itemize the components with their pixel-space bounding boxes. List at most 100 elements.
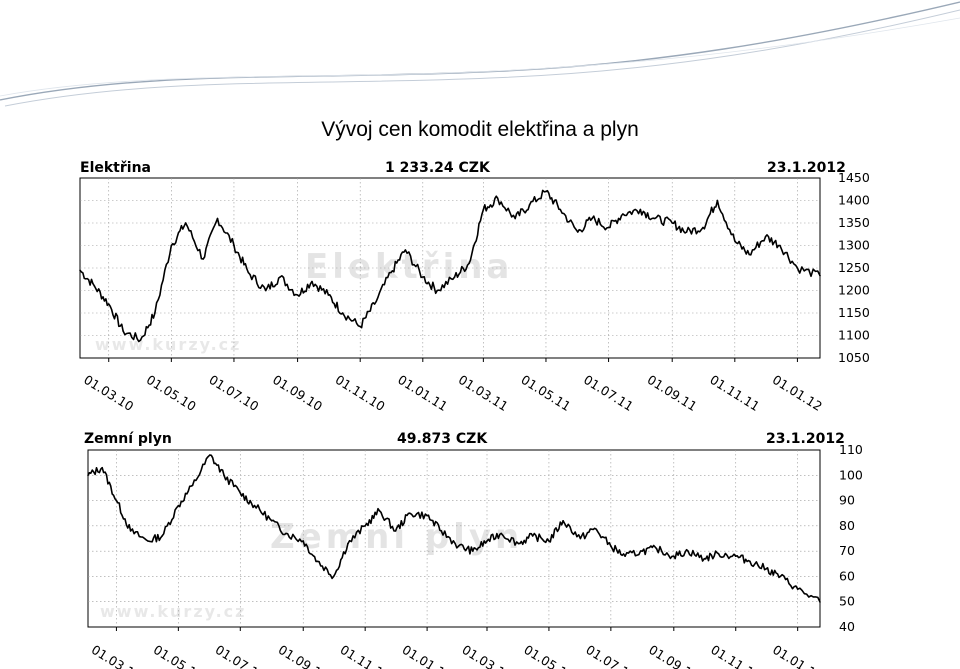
chart2-data-point (819, 601, 821, 603)
chart1-data-point (390, 271, 392, 274)
chart1-data-point (654, 217, 656, 220)
chart2-x-tick-label: 01.03.10 (89, 642, 144, 669)
chart1-data-point (265, 289, 267, 292)
chart1-data-point (93, 285, 96, 287)
chart2-header-left: Zemní plyn (84, 431, 172, 447)
slide-title: Vývoj cen komodit elektřina a plyn (321, 118, 639, 141)
chart2-y-tick-label: 80 (839, 518, 855, 533)
chart2-data-point (624, 555, 626, 557)
chart1-data-point (170, 244, 173, 247)
chart2-data-point (765, 568, 767, 570)
chart2-series-line (87, 454, 821, 603)
chart2-data-point (271, 520, 273, 522)
chart2-data-point (641, 550, 644, 552)
chart1-data-point (453, 276, 456, 278)
chart2-header-date: 23.1.2012 (766, 431, 845, 447)
chart2-x-tick-label: 01.03.11 (459, 642, 514, 669)
chart1-data-point (79, 269, 81, 272)
chart2-data-point (285, 532, 287, 535)
chart1-data-point (436, 289, 439, 292)
chart1-data-point (373, 303, 376, 305)
chart1-data-point (233, 244, 235, 247)
chart1-data-point (607, 226, 610, 229)
chart2-data-point (673, 555, 675, 557)
chart2-y-tick-label: 100 (839, 467, 863, 482)
chart1-data-point (327, 294, 330, 296)
chart2-header-value: 49.873 CZK (397, 431, 488, 447)
chart2-data-point (440, 530, 443, 532)
chart1-data-point (639, 208, 642, 211)
chart2-data-point (332, 575, 335, 578)
chart2-data-point (703, 557, 706, 560)
chart2-data-point (239, 492, 242, 494)
chart2-x-tick-label: 01.11.10 (338, 642, 393, 669)
chart1-series-line (79, 189, 821, 343)
chart2-data-point (161, 535, 163, 537)
chart1-data-point (545, 190, 547, 193)
chart1-data-point (671, 222, 673, 224)
chart1-data-point (591, 217, 593, 220)
chart1-data-point (422, 276, 424, 278)
chart1-data-point (296, 294, 299, 296)
chart1-header-date: 23.1.2012 (767, 160, 846, 176)
chart1-data-point (734, 240, 736, 242)
chart2-plot-area (87, 449, 821, 628)
chart1-data-point (359, 325, 362, 328)
chart2-x-tick-label: 01.11.11 (708, 642, 763, 669)
chart2-data-point (347, 542, 349, 545)
chart2-data-point (409, 512, 411, 514)
chart1-x-tick-label: 01.11.11 (707, 372, 762, 414)
chart2-data-point (579, 537, 582, 540)
chart2-y-tick-label: 70 (839, 543, 855, 558)
chart1-data-point (779, 244, 781, 247)
chart1-x-tick-label: 01.03.11 (456, 372, 511, 414)
chart2-data-point (302, 540, 305, 542)
chart1-x-tick-label: 01.09.10 (270, 372, 325, 414)
chart2-data-point (749, 560, 751, 563)
chart2-y-tick-label: 50 (839, 594, 855, 609)
chart1-x-tick-label: 01.09.11 (645, 372, 700, 414)
chart1-header-value: 1 233.24 CZK (385, 160, 491, 176)
chart2-x-tick-label: 01.07.11 (583, 642, 638, 669)
chart1-x-tick-label: 01.03.10 (81, 372, 136, 414)
chart1-x-tick-label: 01.05.10 (144, 372, 199, 414)
chart2-x-tick-label: 01.09.10 (276, 642, 331, 669)
chart1-data-point (685, 231, 688, 233)
chart2-data-point (779, 575, 782, 578)
chart2-y-tick-label: 60 (839, 568, 855, 583)
chart2-x-tick-label: 01.09.11 (646, 642, 701, 669)
chart1-y-tick-label: 1100 (838, 328, 870, 343)
chart1-x-tick-label: 01.07.10 (206, 372, 261, 414)
chart1-x-tick-label: 01.11.10 (333, 372, 388, 414)
chart1-x-tick-label: 01.01.11 (395, 372, 450, 414)
chart2-data-point (253, 504, 256, 507)
chart2-x-tick-label: 01.07.10 (213, 642, 268, 669)
chart1-y-tick-label: 1050 (838, 350, 870, 365)
chart1-data-point (514, 217, 516, 220)
chart2-data-point (364, 525, 367, 527)
chart2-data-point (486, 540, 488, 542)
chart1-data-point (247, 271, 250, 274)
chart1-data-point (468, 262, 470, 265)
chart1-data-point (122, 330, 124, 332)
chart2-data-point (610, 545, 612, 547)
chart2-data-point (209, 454, 211, 456)
chart1-data-point (404, 249, 407, 251)
chart2-data-point (426, 514, 428, 517)
chart1-data-point (311, 280, 313, 283)
chart2-x-tick-label: 01.01.12 (770, 642, 825, 669)
chart2-watermark-url: www.kurzy.cz (100, 602, 246, 621)
chart2-data-point (87, 474, 89, 477)
chart1-watermark-url: www.kurzy.cz (95, 335, 241, 354)
chart2-data-point (593, 527, 596, 530)
swoosh-line-3 (0, 17, 960, 97)
chart2-data-point (548, 540, 550, 542)
chart1-data-point (702, 226, 704, 229)
chart2-data-point (394, 530, 397, 532)
chart2-y-tick-label: 40 (839, 619, 855, 634)
chart2-data-point (177, 504, 180, 507)
chart2-data-point (796, 588, 799, 590)
chart1-data-point (184, 222, 187, 224)
chart1-data-point (796, 267, 799, 269)
